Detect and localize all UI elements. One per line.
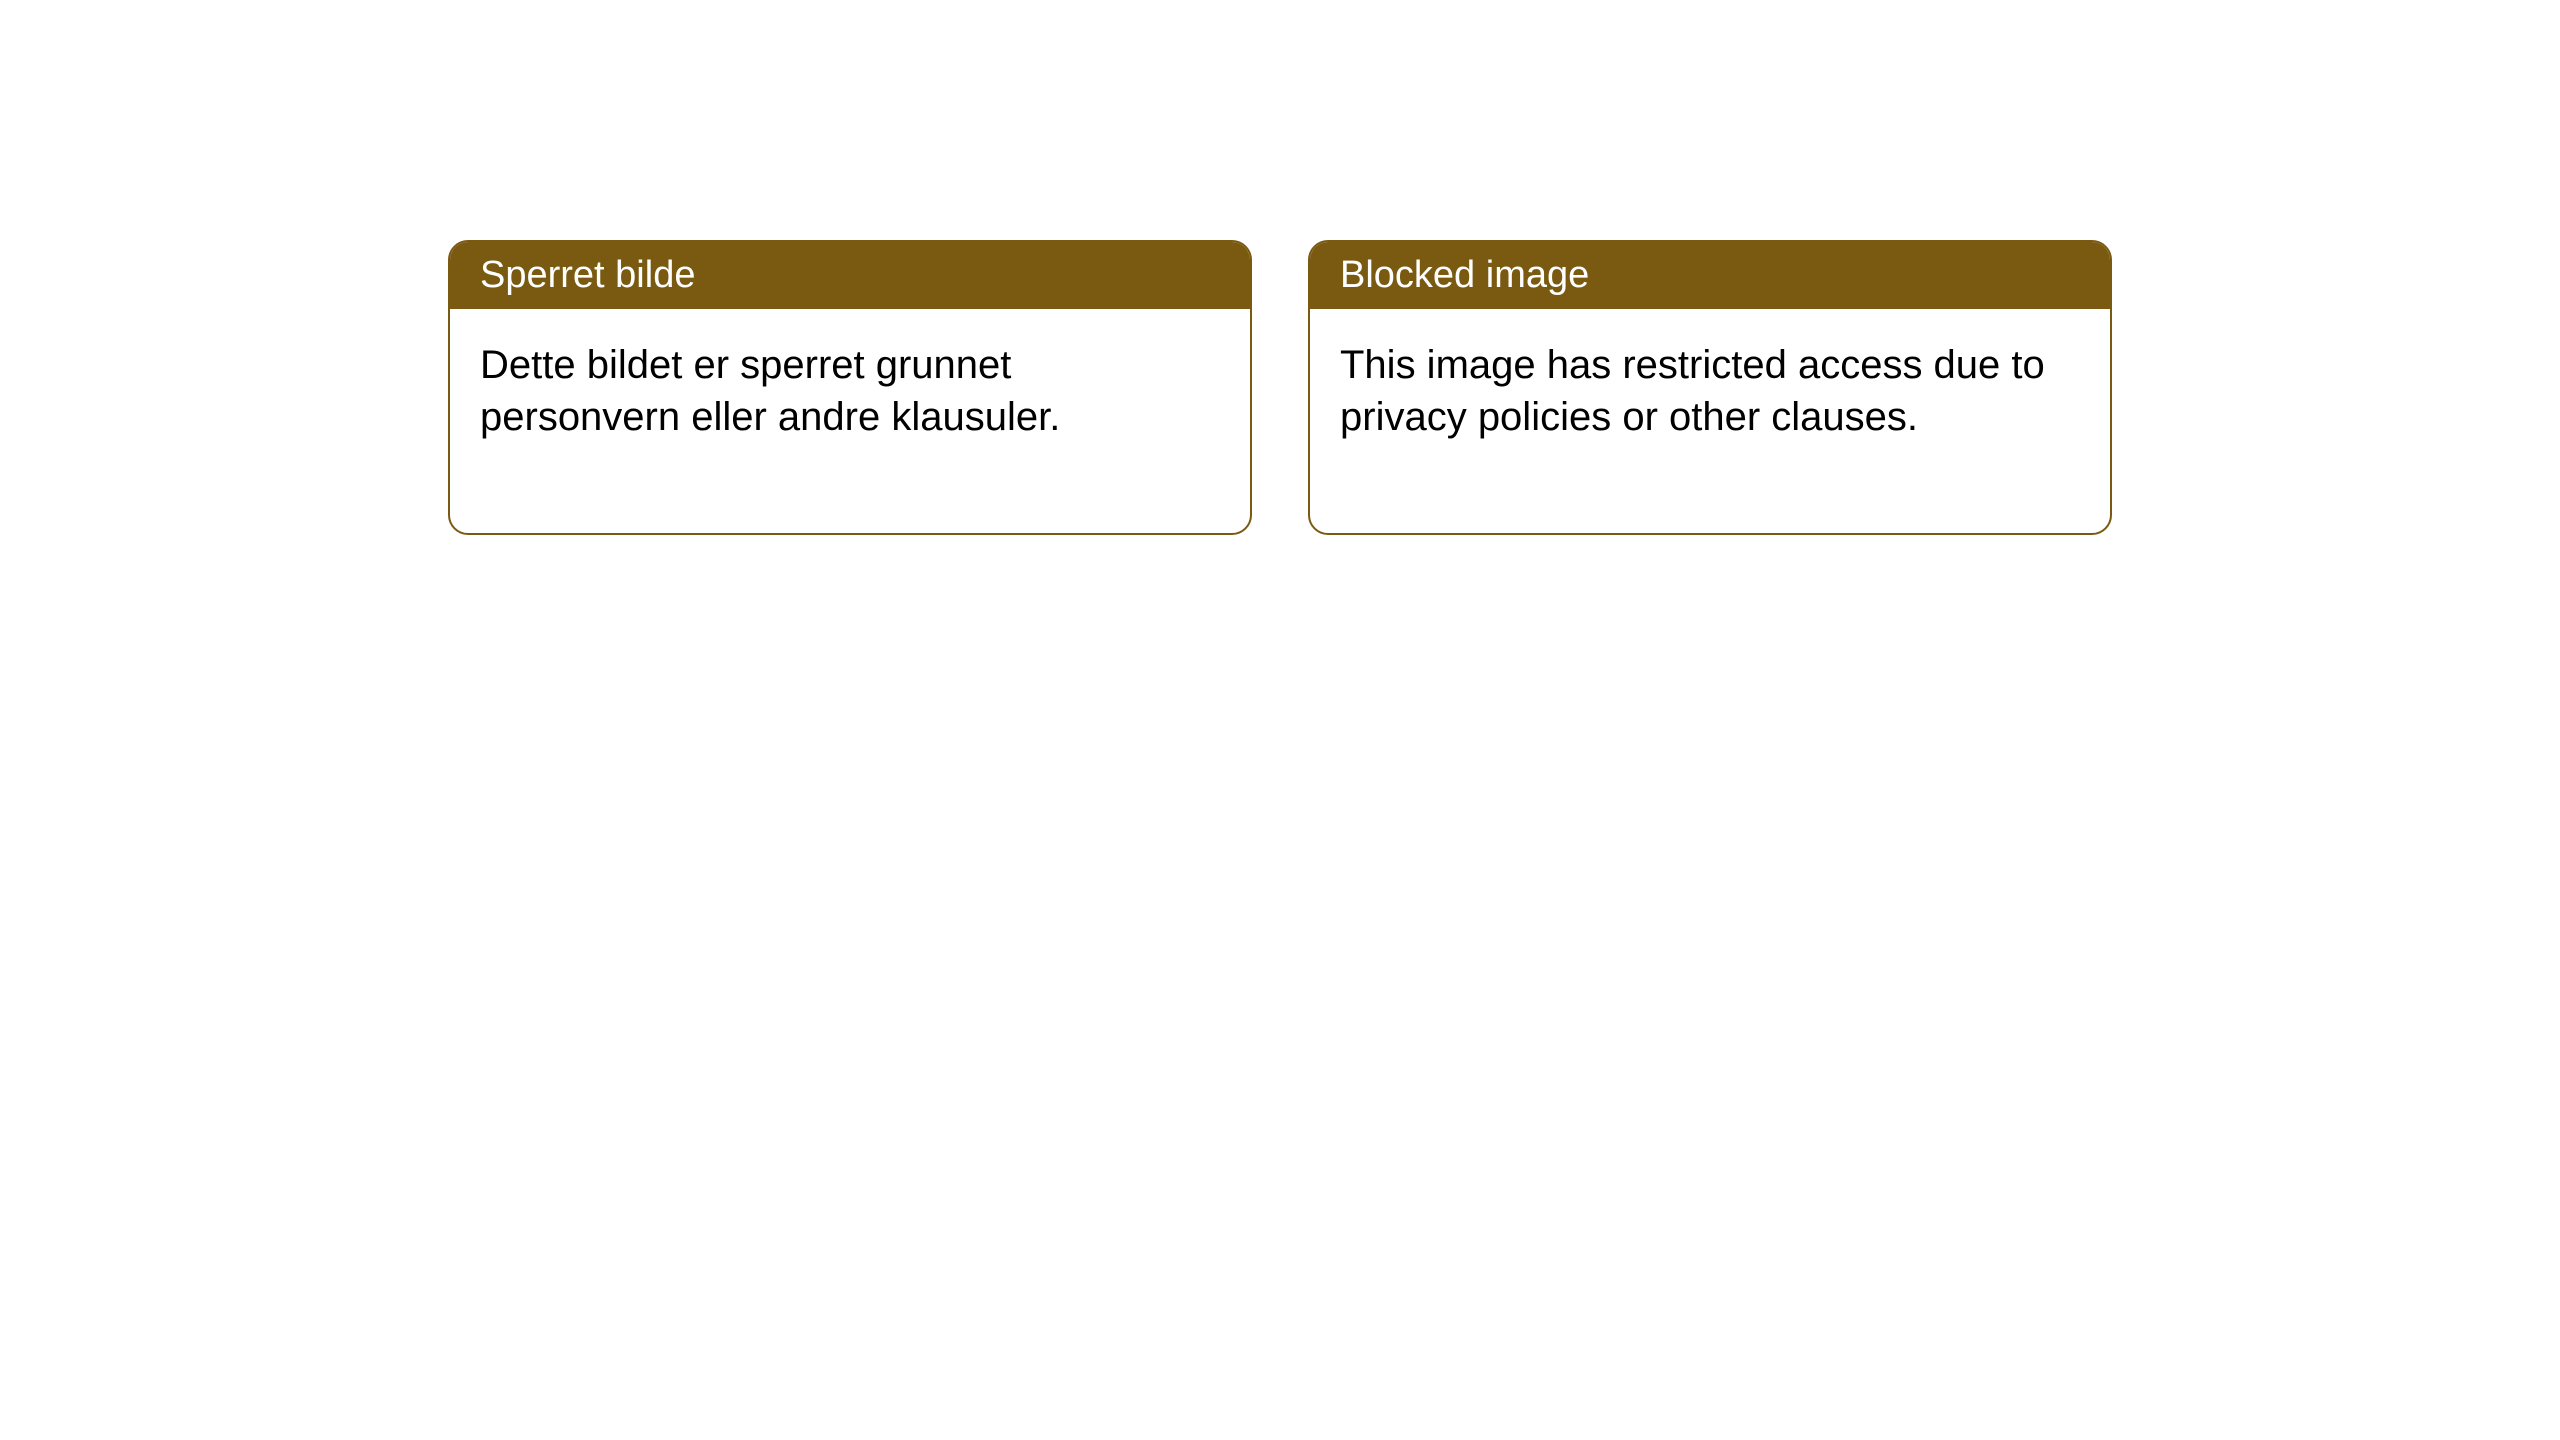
notice-header: Sperret bilde <box>450 242 1250 309</box>
notice-body: This image has restricted access due to … <box>1310 309 2110 533</box>
notice-container: Sperret bilde Dette bildet er sperret gr… <box>0 0 2560 535</box>
notice-header: Blocked image <box>1310 242 2110 309</box>
notice-card-norwegian: Sperret bilde Dette bildet er sperret gr… <box>448 240 1252 535</box>
notice-body: Dette bildet er sperret grunnet personve… <box>450 309 1250 533</box>
notice-card-english: Blocked image This image has restricted … <box>1308 240 2112 535</box>
